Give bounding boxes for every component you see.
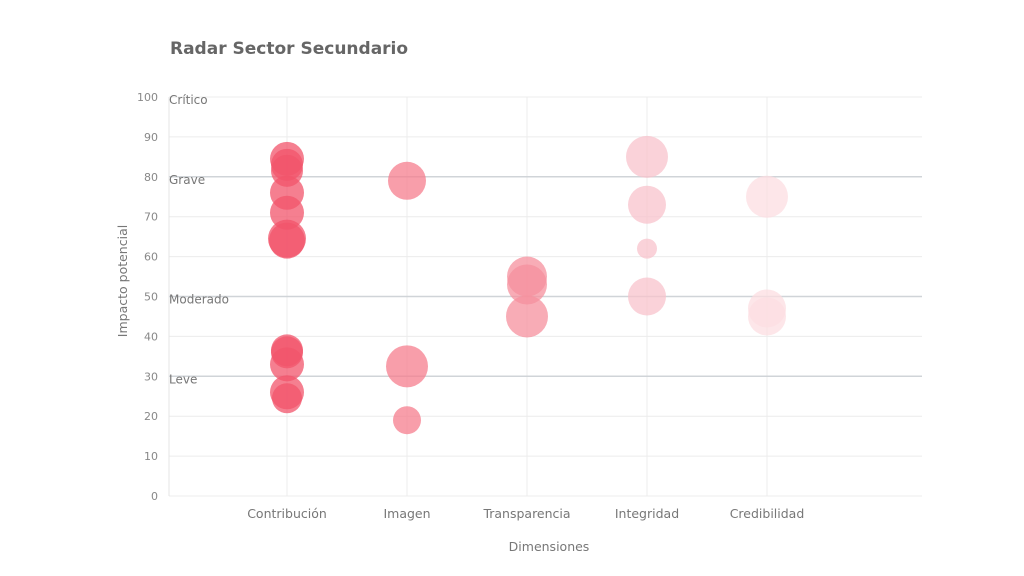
y-tick-label: 0: [151, 490, 158, 503]
bubble-contribución: [269, 222, 305, 259]
y-tick-label: 40: [144, 330, 158, 343]
bubble-imagen: [393, 406, 421, 435]
bubble-contribución: [270, 195, 304, 230]
bubble-imagen: [386, 345, 428, 388]
bubble-credibilidad: [746, 175, 788, 218]
x-tick-label: Credibilidad: [730, 506, 805, 521]
bubble-contribución: [270, 347, 304, 382]
y-axis-label: Impacto potencial: [115, 225, 130, 337]
bubble-transparencia: [507, 264, 547, 305]
zone-label: Moderado: [169, 293, 229, 307]
bubble-imagen: [388, 161, 426, 200]
y-tick-label: 70: [144, 211, 158, 224]
y-tick-label: 60: [144, 251, 158, 264]
bubbles: [268, 135, 788, 435]
zone-label: Grave: [169, 173, 205, 187]
y-tick-label: 80: [144, 171, 158, 184]
y-tick-label: 30: [144, 370, 158, 383]
y-tick-label: 50: [144, 291, 158, 304]
y-tick-label: 100: [137, 91, 158, 104]
x-ticks: Contribución Imagen Transparencia Integrida…: [247, 506, 804, 521]
x-axis-label: Dimensiones: [509, 539, 590, 554]
bubble-contribución: [272, 383, 302, 414]
bubble-integridad: [637, 238, 657, 259]
bubble-integridad: [628, 277, 666, 316]
y-tick-label: 10: [144, 450, 158, 463]
x-tick-label: Contribución: [247, 506, 327, 521]
bubble-transparencia: [506, 295, 548, 338]
x-tick-label: Transparencia: [482, 506, 570, 521]
y-tick-label: 90: [144, 131, 158, 144]
zone-label: Leve: [169, 372, 197, 386]
chart-title: Radar Sector Secundario: [170, 39, 408, 59]
x-tick-label: Imagen: [383, 506, 430, 521]
y-tick-label: 20: [144, 410, 158, 423]
bubble-integridad: [628, 185, 666, 224]
y-ticks: 0 10 20 30 40 50 60 70 80 90 100: [137, 91, 158, 503]
zone-label: Crítico: [169, 93, 208, 107]
x-tick-label: Integridad: [615, 506, 679, 521]
bubble-credibilidad: [748, 297, 786, 336]
bubble-integridad: [626, 135, 668, 178]
